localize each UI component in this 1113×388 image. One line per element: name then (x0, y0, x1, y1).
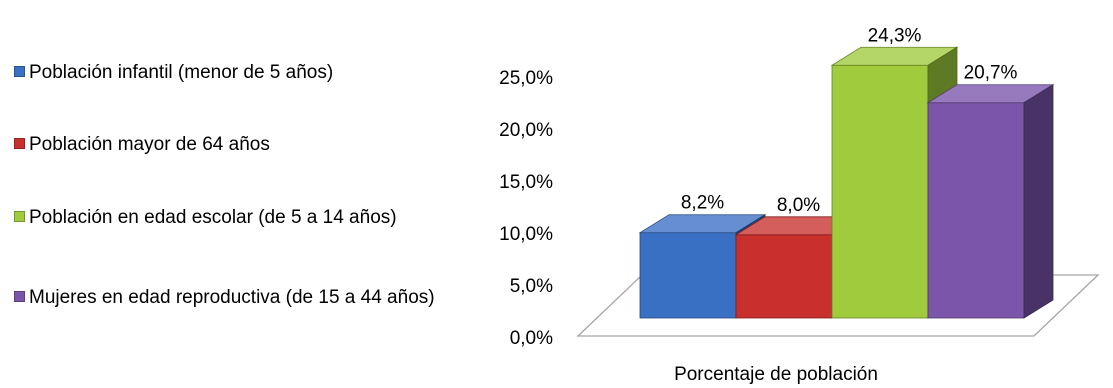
legend-swatch-infantil (14, 66, 25, 77)
data-label-poblacion-en-edad-escolar-de-5-a-14-anos: 24,3% (868, 25, 922, 46)
legend-swatch-mujeres (14, 291, 25, 302)
legend-swatch-escolar (14, 211, 25, 222)
y-tick-label: 10,0% (499, 224, 553, 245)
bar-front-poblacion-infantil-menor-de-5-anos (639, 232, 737, 319)
y-tick-label: 5,0% (510, 276, 553, 297)
y-tick-label: 0,0% (510, 328, 553, 349)
legend-swatch-mayor-64 (14, 138, 25, 149)
legend-item-mayor-64: Población mayor de 64 años (14, 133, 454, 157)
chart-legend: Población infantil (menor de 5 años) Pob… (14, 0, 454, 388)
bar-mujeres-en-edad-reproductiva-de-15-a-44- (926, 84, 1055, 319)
legend-label-mujeres: Mujeres en edad reproductiva (de 15 a 44… (29, 287, 435, 308)
bar-side-mujeres-en-edad-reproductiva-de-15-a-44- (1023, 84, 1054, 319)
legend-label-infantil: Población infantil (menor de 5 años) (29, 62, 334, 83)
legend-item-infantil: Población infantil (menor de 5 años) (14, 61, 454, 85)
legend-item-escolar: Población en edad escolar (de 5 a 14 año… (14, 206, 454, 230)
x-axis-title: Porcentaje de población (674, 364, 878, 385)
bar-front-mujeres-en-edad-reproductiva-de-15-a-44- (927, 102, 1025, 319)
y-tick-label: 25,0% (499, 68, 553, 89)
legend-label-escolar: Población en edad escolar (de 5 a 14 año… (29, 207, 397, 228)
data-label-mujeres-en-edad-reproductiva-de-15-a-44-: 20,7% (964, 63, 1018, 84)
y-tick-label: 15,0% (499, 172, 553, 193)
bar-front-poblacion-mayor-de-64-anos (735, 234, 833, 319)
y-tick-label: 20,0% (499, 120, 553, 141)
data-label-poblacion-mayor-de-64-anos: 8,0% (777, 195, 820, 216)
legend-item-mujeres: Mujeres en edad reproductiva (de 15 a 44… (14, 286, 454, 310)
legend-label-mayor-64: Población mayor de 64 años (29, 134, 270, 155)
data-label-poblacion-infantil-menor-de-5-anos: 8,2% (681, 193, 724, 214)
bar-front-poblacion-en-edad-escolar-de-5-a-14-anos (831, 64, 929, 319)
